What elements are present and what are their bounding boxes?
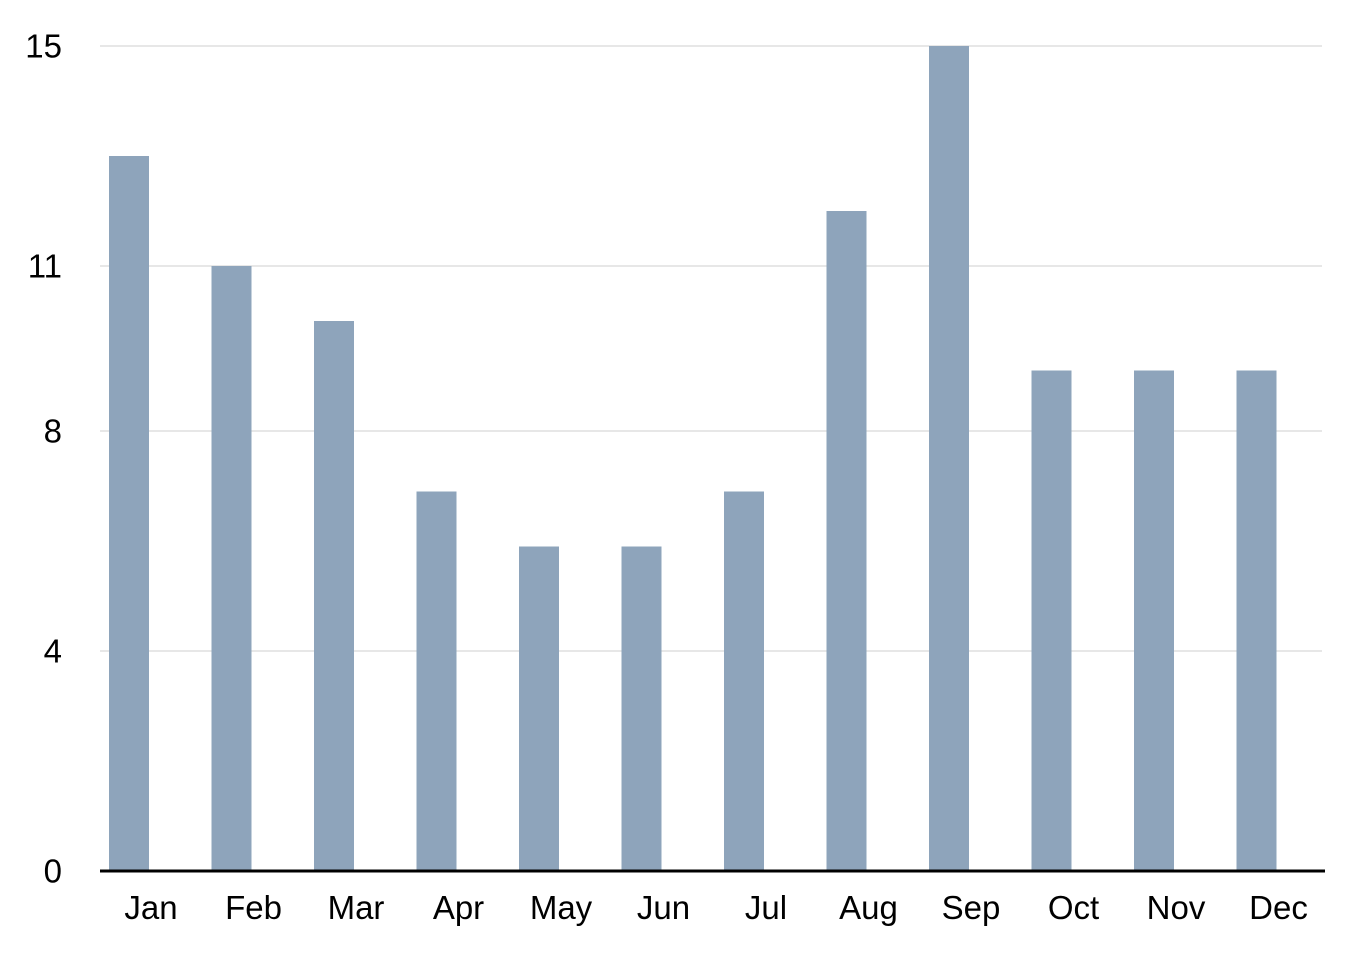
y-tick-label: 0 <box>44 853 62 890</box>
bar-feb <box>211 266 252 871</box>
bar-sep <box>929 46 969 871</box>
bar-jul <box>724 491 764 871</box>
x-tick-label: Jun <box>637 889 690 926</box>
x-tick-label: Dec <box>1249 889 1308 926</box>
bar-mar <box>314 321 354 871</box>
bar-jan <box>109 156 149 871</box>
bar-jun <box>621 546 662 871</box>
y-tick-label: 11 <box>28 248 62 285</box>
bar-apr <box>416 491 457 871</box>
bar-nov <box>1134 370 1174 871</box>
x-tick-label: Aug <box>839 889 898 926</box>
x-tick-label: Mar <box>328 889 385 926</box>
x-tick-label: May <box>530 889 593 926</box>
x-tick-label: Jul <box>745 889 787 926</box>
x-tick-label: Nov <box>1147 889 1206 926</box>
x-tick-label: Jan <box>124 889 177 926</box>
bars <box>109 46 1277 871</box>
x-tick-label: Oct <box>1048 889 1099 926</box>
y-tick-label: 15 <box>25 28 62 65</box>
x-axis-tick-labels: Jan Feb Mar Apr May Jun Jul Aug Sep Oct Nov Dec <box>124 889 1307 926</box>
y-tick-label: 4 <box>44 633 62 670</box>
bar-oct <box>1031 370 1072 871</box>
bar-aug <box>826 211 867 871</box>
y-axis-tick-labels: 0 4 8 11 15 <box>25 28 62 890</box>
gridlines <box>100 45 1322 652</box>
y-tick-label: 8 <box>44 413 62 450</box>
x-tick-label: Apr <box>433 889 484 926</box>
x-tick-label: Sep <box>942 889 1001 926</box>
bar-dec <box>1236 370 1277 871</box>
x-tick-label: Feb <box>225 889 282 926</box>
bar-may <box>519 546 559 871</box>
